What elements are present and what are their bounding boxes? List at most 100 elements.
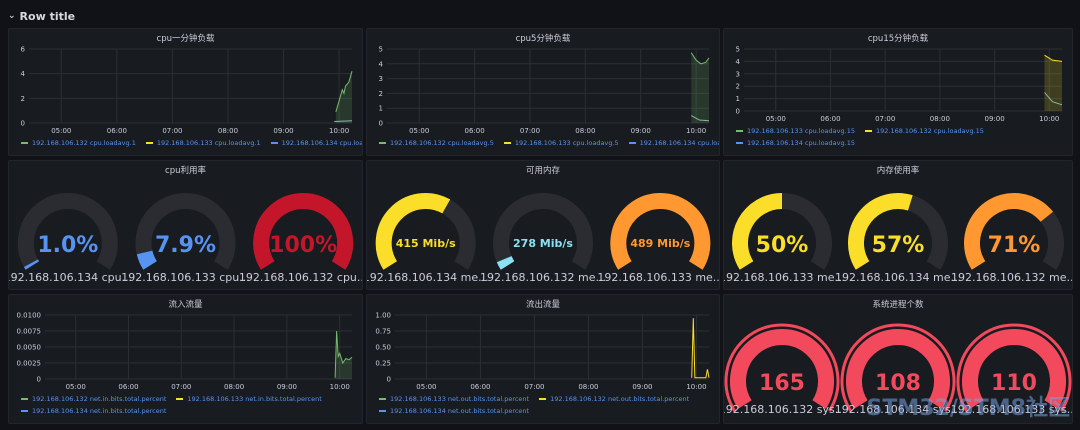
x-tick-label: 07:00 bbox=[875, 115, 895, 123]
legend-label: 192.168.106.134 net.in.bits.total.percen… bbox=[32, 407, 167, 415]
x-tick-label: 05:00 bbox=[51, 127, 71, 135]
x-tick-label: 07:00 bbox=[524, 383, 544, 391]
legend-item[interactable]: 192.168.106.134 net.out.bits.total.perce… bbox=[379, 405, 529, 417]
y-tick-label: 4 bbox=[379, 60, 384, 68]
y-tick-label: 0.0050 bbox=[17, 344, 42, 352]
legend-item[interactable]: 192.168.106.132 net.out.bits.total.perce… bbox=[539, 393, 689, 405]
x-tick-label: 07:00 bbox=[520, 127, 540, 135]
panel-cpu-load-5m[interactable]: cpu5分钟负载 5 4 3 2 1 0 05:00 06:00 07:00 08:00 09:00 1… bbox=[366, 28, 720, 156]
legend-swatch bbox=[864, 130, 872, 132]
gauge[interactable]: 278 Mib/s 192.168.106.132 me... bbox=[480, 193, 606, 284]
legend-item[interactable]: 192.168.106.134 cpu.loadavg.1 bbox=[270, 137, 362, 149]
chart-legend: 192.168.106.132 cpu.loadavg.1 192.168.106… bbox=[21, 137, 362, 149]
y-tick-label: 0.0100 bbox=[17, 312, 42, 320]
timeseries-chart: 1.00 0.75 0.50 0.25 0 05:00 06:00 07:00 08:00 09:… bbox=[375, 312, 710, 391]
gauge-threshold-ring bbox=[724, 323, 840, 412]
x-tick-label: 06:00 bbox=[470, 383, 490, 391]
y-tick-label: 0.50 bbox=[375, 344, 391, 352]
legend-item[interactable]: 192.168.106.133 cpu.loadavg.1 bbox=[145, 137, 261, 149]
gauge-label: 192.168.106.132 me... bbox=[951, 271, 1072, 284]
panel-cpu-load-1m[interactable]: cpu一分钟负载 6 4 2 0 05:00 06:00 07:00 08:00 09:00 10:… bbox=[8, 28, 363, 156]
legend-swatch bbox=[379, 142, 386, 144]
gauge[interactable]: 489 Mib/s 192.168.106.133 me... bbox=[597, 193, 719, 284]
legend-item[interactable]: 192.168.106.132 cpu.loadavg.5 bbox=[379, 137, 494, 149]
panel-memory-usage[interactable]: 内存使用率 50% 192.168.106.133 me... 57% 192.168.… bbox=[723, 160, 1073, 290]
gauge-label: 192.168.106.133 me... bbox=[724, 271, 845, 284]
panel-network-out[interactable]: 流出流量 1.00 0.75 0.50 0.25 0 05:00 06:00 07:00 08:0… bbox=[366, 294, 720, 424]
panel-available-memory[interactable]: 可用内存 415 Mib/s 192.168.106.134 me... 278 Mi… bbox=[366, 160, 720, 290]
gauge-track bbox=[493, 193, 593, 270]
series-line bbox=[1044, 54, 1063, 62]
y-tick-label: 3 bbox=[379, 75, 383, 83]
gauge[interactable]: 71% 192.168.106.132 me... bbox=[951, 193, 1072, 284]
panel-title[interactable]: 流出流量 bbox=[525, 300, 560, 310]
legend-label: 192.168.106.133 net.out.bits.total.perce… bbox=[390, 395, 530, 403]
y-tick-label: 2 bbox=[379, 90, 383, 98]
panel-cpu-usage[interactable]: cpu利用率 1.0% 192.168.106.134 cpu... 7.9% 192.… bbox=[8, 160, 363, 290]
chart-legend: 192.168.106.133 cpu.loadavg.15 192.168.10… bbox=[736, 125, 1068, 149]
legend-item[interactable]: 192.168.106.132 cpu.loadavg.1 bbox=[21, 137, 136, 149]
y-tick-label: 2 bbox=[736, 83, 740, 91]
gauge[interactable]: 50% 192.168.106.133 me... bbox=[724, 193, 845, 284]
series-area bbox=[335, 71, 352, 123]
legend-item[interactable]: 192.168.106.133 net.out.bits.total.perce… bbox=[379, 393, 529, 405]
panel-title[interactable]: cpu利用率 bbox=[165, 166, 206, 176]
legend-item[interactable]: 192.168.106.133 net.in.bits.total.percen… bbox=[176, 393, 322, 405]
gauge-label: 192.168.106.134 me... bbox=[835, 271, 961, 284]
gauge-label: 192.168.106.133 me... bbox=[597, 271, 719, 284]
legend-label: 192.168.106.132 net.in.bits.total.percen… bbox=[32, 395, 167, 403]
gauge[interactable]: 415 Mib/s 192.168.106.134 me... bbox=[367, 193, 489, 284]
x-tick-label: 08:00 bbox=[930, 115, 950, 123]
x-tick-label: 06:00 bbox=[464, 127, 484, 135]
gauge-group: 50% 192.168.106.133 me... 57% 192.168.106.1… bbox=[724, 193, 1072, 284]
gauge[interactable]: 57% 192.168.106.134 me... bbox=[835, 193, 961, 284]
gauge-value: 110 bbox=[991, 371, 1037, 396]
gauge-group: 165 192.168.106.132 sys... 108 192.168.106.… bbox=[724, 323, 1072, 416]
gauge-fill bbox=[848, 193, 913, 270]
gauge-fill bbox=[846, 329, 950, 409]
y-tick-label: 4 bbox=[21, 70, 26, 78]
x-tick-label: 06:00 bbox=[107, 127, 127, 135]
panel-title[interactable]: 系统进程个数 bbox=[872, 300, 924, 310]
legend-item[interactable]: 192.168.106.134 cpu.loadavg.15 bbox=[736, 137, 855, 149]
legend-item[interactable]: 192.168.106.132 cpu.loadavg.15 bbox=[864, 125, 984, 137]
legend-item[interactable]: 192.168.106.134 net.in.bits.total.percen… bbox=[21, 405, 166, 417]
x-tick-label: 06:00 bbox=[118, 383, 138, 391]
gauge[interactable]: 165 192.168.106.132 sys... bbox=[724, 323, 845, 416]
gauge[interactable]: 1.0% 192.168.106.134 cpu... bbox=[9, 193, 132, 284]
panel-network-in[interactable]: 流入流量 0.0100 0.0075 0.0050 0.0025 0 05:00 06:00 0… bbox=[8, 294, 363, 424]
legend-item[interactable]: 192.168.106.134 cpu.loadavg.5 bbox=[628, 137, 719, 149]
row-title-toggle[interactable]: ⌄ Row title bbox=[8, 6, 75, 26]
panel-process-count[interactable]: 系统进程个数 165 192.168.106.132 sys... 108 192.16… bbox=[723, 294, 1073, 424]
series-line bbox=[690, 52, 710, 65]
gauge[interactable]: 100% 192.168.106.132 cpu... bbox=[239, 193, 362, 284]
series-line bbox=[335, 71, 353, 113]
legend-swatch bbox=[736, 130, 743, 132]
panel-title[interactable]: cpu15分钟负载 bbox=[867, 34, 929, 44]
x-tick-label: 05:00 bbox=[416, 383, 436, 391]
gauge[interactable]: 7.9% 192.168.106.133 cpu... bbox=[121, 193, 250, 284]
x-tick-label: 05:00 bbox=[66, 383, 86, 391]
x-tick-label: 10:00 bbox=[686, 127, 706, 135]
gauge[interactable]: 108 192.168.106.134 sys... bbox=[835, 323, 961, 416]
legend-item[interactable]: 192.168.106.132 net.in.bits.total.percen… bbox=[21, 393, 166, 405]
legend-item[interactable]: 192.168.106.133 cpu.loadavg.15 bbox=[736, 125, 855, 137]
x-tick-label: 09:00 bbox=[277, 383, 297, 391]
legend-swatch bbox=[628, 142, 636, 144]
gauge[interactable]: 110 192.168.106.133 sys... bbox=[951, 323, 1072, 416]
series-line bbox=[691, 318, 710, 379]
x-tick-label: 08:00 bbox=[575, 127, 595, 135]
gauge-fill bbox=[23, 259, 40, 270]
panel-title[interactable]: 可用内存 bbox=[525, 166, 560, 176]
panel-title[interactable]: cpu5分钟负载 bbox=[515, 34, 571, 44]
y-tick-label: 0.0025 bbox=[17, 360, 42, 368]
panel-title[interactable]: 流入流量 bbox=[168, 300, 203, 310]
panel-title[interactable]: 内存使用率 bbox=[876, 166, 920, 176]
legend-label: 192.168.106.134 net.out.bits.total.perce… bbox=[390, 407, 530, 415]
gauge-label: 192.168.106.132 me... bbox=[480, 271, 606, 284]
panel-cpu-load-15m[interactable]: cpu15分钟负载 5 4 3 2 1 0 05:00 06:00 07:00 08:00 09:00… bbox=[723, 28, 1073, 156]
panel-title[interactable]: cpu一分钟负载 bbox=[156, 34, 215, 44]
gauge-threshold-ring bbox=[840, 323, 956, 412]
legend-item[interactable]: 192.168.106.133 cpu.loadavg.5 bbox=[503, 137, 619, 149]
y-tick-label: 4 bbox=[736, 58, 741, 66]
